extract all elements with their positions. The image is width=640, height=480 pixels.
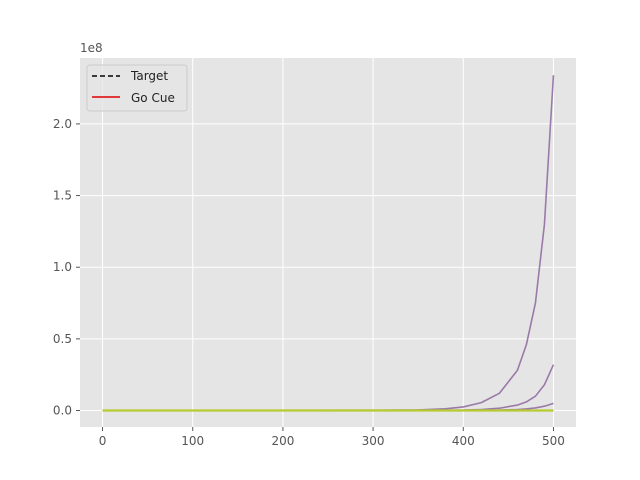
x-tick-label: 300 <box>362 434 385 448</box>
x-tick-label: 100 <box>181 434 204 448</box>
y-axis-ticks: 0.0 0.5 1.0 1.5 2.0 <box>53 117 80 418</box>
legend-label-go-cue: Go Cue <box>131 91 175 105</box>
y-axis-offset-label: 1e8 <box>80 41 103 55</box>
x-tick-label: 200 <box>271 434 294 448</box>
y-tick-label: 1.0 <box>53 260 72 274</box>
axes-background <box>80 58 576 427</box>
grid <box>80 58 576 427</box>
x-axis-ticks: 0 100 200 300 400 500 <box>99 427 565 448</box>
x-tick-label: 0 <box>99 434 107 448</box>
y-tick-label: 1.5 <box>53 189 72 203</box>
legend: Target Go Cue <box>86 64 188 112</box>
x-tick-label: 400 <box>452 434 475 448</box>
series-group <box>102 75 555 412</box>
x-tick-label: 500 <box>542 434 565 448</box>
y-tick-label: 0.0 <box>53 404 72 418</box>
y-tick-label: 0.5 <box>53 332 72 346</box>
y-tick-label: 2.0 <box>53 117 72 131</box>
legend-label-target: Target <box>130 69 168 83</box>
